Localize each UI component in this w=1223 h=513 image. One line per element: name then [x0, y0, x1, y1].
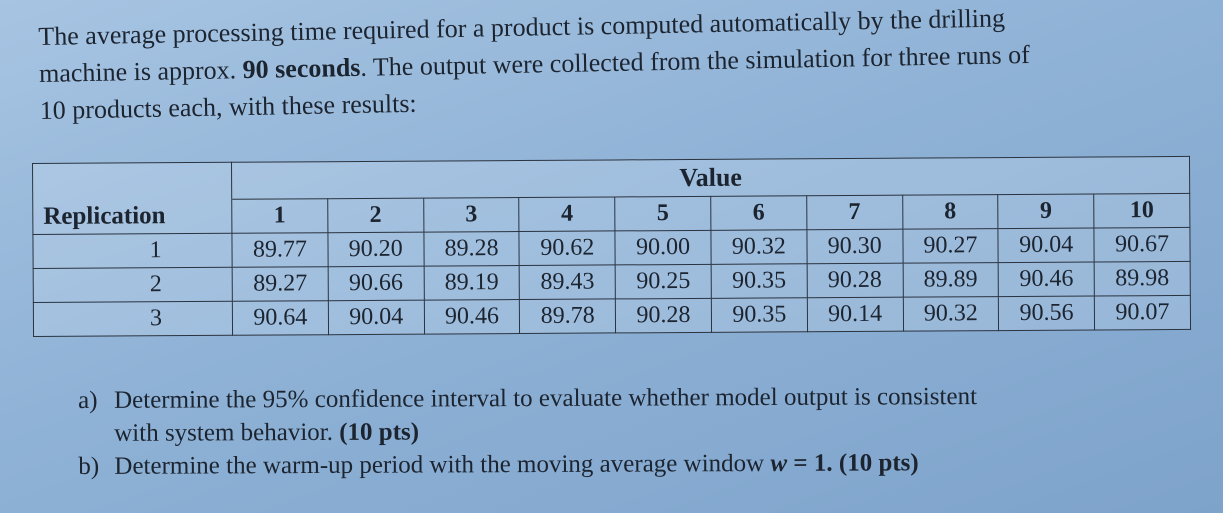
intro-line-2-pre: machine is approx.: [38, 55, 243, 88]
value-group-header: Value: [231, 156, 1190, 200]
column-header: 2: [327, 198, 424, 233]
questions: a) Determine the 95% confidence interval…: [78, 379, 1198, 483]
column-header: 1: [231, 198, 328, 234]
table-cell: 90.00: [615, 230, 712, 265]
question-a-line-1: Determine the 95% confidence interval to…: [114, 383, 978, 414]
question-a-points: (10 pts): [339, 418, 420, 446]
table-cell: 89.28: [423, 231, 520, 267]
replication-number: 3: [33, 301, 233, 337]
table-cell: 89.78: [519, 298, 616, 334]
column-header: 3: [423, 197, 520, 233]
table-cell: 90.67: [1093, 227, 1191, 263]
column-header: 8: [902, 194, 999, 230]
question-a-line-2-pre: with system behavior.: [114, 418, 340, 447]
table-corner-cell: [32, 162, 232, 201]
table-cell: 89.98: [1094, 261, 1191, 297]
replication-number: 1: [32, 233, 233, 269]
table-cell: 89.43: [519, 264, 616, 300]
table-cell: 90.04: [328, 300, 425, 335]
question-b-variable: w: [770, 449, 788, 477]
column-header: 5: [614, 196, 711, 231]
question-b: b) Determine the warm-up period with the…: [78, 445, 1198, 483]
results-table-container: Value Replication 1 2 3 4 5 6 7 8 9 10 1 89.77 90.2…: [32, 155, 1193, 337]
table-cell: 90.32: [902, 296, 999, 332]
question-b-text: Determine the warm-up period with the mo…: [114, 449, 771, 480]
table-cell: 89.89: [902, 262, 999, 298]
table-cell: 90.64: [232, 300, 329, 336]
table-cell: 90.14: [807, 297, 904, 332]
table-cell: 90.07: [1094, 295, 1191, 331]
table-cell: 90.20: [327, 232, 424, 267]
table-cell: 90.35: [711, 297, 808, 333]
question-b-equation-points: = 1. (10 pts): [787, 449, 919, 477]
column-header: 4: [519, 196, 616, 232]
table-cell: 90.28: [806, 263, 903, 298]
table-cell: 90.27: [902, 228, 999, 264]
table-cell: 90.25: [615, 264, 712, 299]
table-cell: 90.56: [998, 296, 1095, 331]
intro-processing-time: 90 seconds: [242, 52, 361, 85]
table-cell: 90.66: [327, 266, 424, 301]
table-cell: 90.32: [710, 229, 807, 265]
question-b-label: b): [78, 452, 100, 480]
table-cell: 89.77: [231, 232, 328, 268]
replication-header: Replication: [32, 199, 232, 235]
table-cell: 90.04: [998, 228, 1095, 263]
intro-paragraph: The average processing time required for…: [38, 0, 1200, 129]
question-a-label: a): [78, 386, 98, 414]
table-cell: 90.62: [519, 230, 616, 266]
table-cell: 90.46: [423, 299, 520, 335]
table-cell: 89.27: [232, 266, 329, 302]
table-cell: 90.35: [711, 263, 808, 299]
question-a: a) Determine the 95% confidence interval…: [78, 379, 1198, 450]
table-cell: 89.19: [423, 265, 520, 301]
column-header: 7: [806, 195, 903, 230]
table-cell: 90.46: [998, 262, 1095, 297]
replication-number: 2: [33, 267, 233, 303]
column-header: 9: [998, 194, 1094, 229]
table-row: 3 90.64 90.04 90.46 89.78 90.28 90.35 90.14 90.3…: [33, 295, 1191, 337]
results-table: Value Replication 1 2 3 4 5 6 7 8 9 10 1 89.77 90.2…: [32, 155, 1192, 337]
column-header: 10: [1093, 193, 1190, 229]
table-cell: 90.28: [615, 298, 712, 333]
table-cell: 90.30: [806, 229, 903, 264]
table-body: 1 89.77 90.20 89.28 90.62 90.00 90.32 90.30 90.2…: [32, 227, 1191, 337]
column-header: 6: [710, 195, 807, 231]
